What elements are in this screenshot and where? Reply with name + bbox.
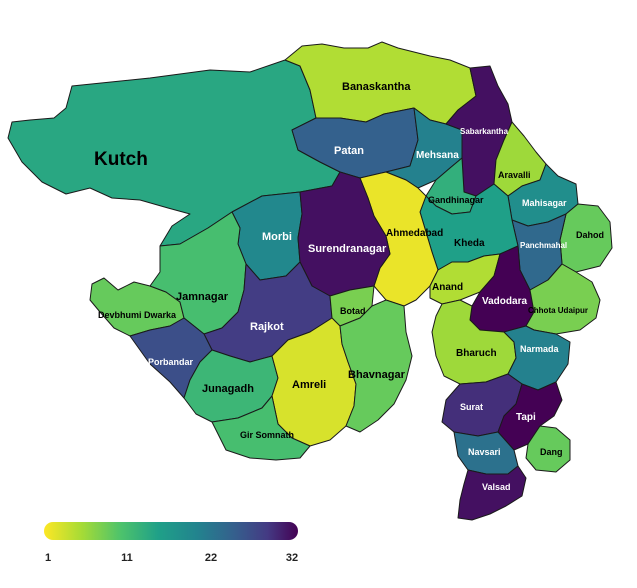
district-dang[interactable] [525,425,571,473]
label-panchmahal: Panchmahal [520,241,567,250]
label-anand: Anand [432,282,463,293]
label-tapi: Tapi [516,412,536,423]
label-aravalli: Aravalli [498,170,531,180]
label-botad: Botad [340,306,366,316]
label-dahod: Dahod [576,230,604,240]
label-dang: Dang [540,447,563,457]
label-mahisagar: Mahisagar [522,198,567,208]
label-surat: Surat [460,402,483,412]
district-bhavnagar[interactable] [339,299,413,433]
label-gir-somnath: Gir Somnath [240,430,294,440]
district-valsad[interactable] [457,465,527,521]
label-rajkot: Rajkot [250,321,284,333]
legend-gradient-bar [44,522,298,540]
label-devbhumi-dwarka: Devbhumi Dwarka [98,310,177,320]
label-mehsana: Mehsana [416,150,459,161]
legend-colorbar: 1 11 22 32 [44,522,298,564]
label-chhota-udaipur: Chhota Udaipur [528,306,588,315]
label-surendranagar: Surendranagar [308,243,387,255]
label-kutch: Kutch [94,149,148,170]
legend-tick-1: 1 [45,552,51,564]
legend-tick-22: 22 [205,552,217,564]
label-amreli: Amreli [292,379,326,391]
label-narmada: Narmada [520,344,560,354]
label-gandhinagar: Gandhinagar [428,195,484,205]
label-bharuch: Bharuch [456,348,497,359]
label-vadodara: Vadodara [482,296,527,307]
label-kheda: Kheda [454,238,485,249]
legend-tick-11: 11 [121,552,133,564]
label-jamnagar: Jamnagar [176,291,229,303]
label-valsad: Valsad [482,482,511,492]
label-junagadh: Junagadh [202,383,254,395]
label-navsari: Navsari [468,447,501,457]
label-sabarkantha: Sabarkantha [460,127,509,136]
label-banaskantha: Banaskantha [342,81,411,93]
district-gir-somnath[interactable] [211,395,311,461]
district-surendranagar[interactable] [297,171,391,297]
label-morbi: Morbi [262,231,292,243]
label-patan: Patan [334,145,364,157]
label-porbandar: Porbandar [148,357,194,367]
label-ahmedabad: Ahmedabad [386,228,443,239]
legend-tick-32: 32 [286,552,298,564]
label-bhavnagar: Bhavnagar [348,369,406,381]
